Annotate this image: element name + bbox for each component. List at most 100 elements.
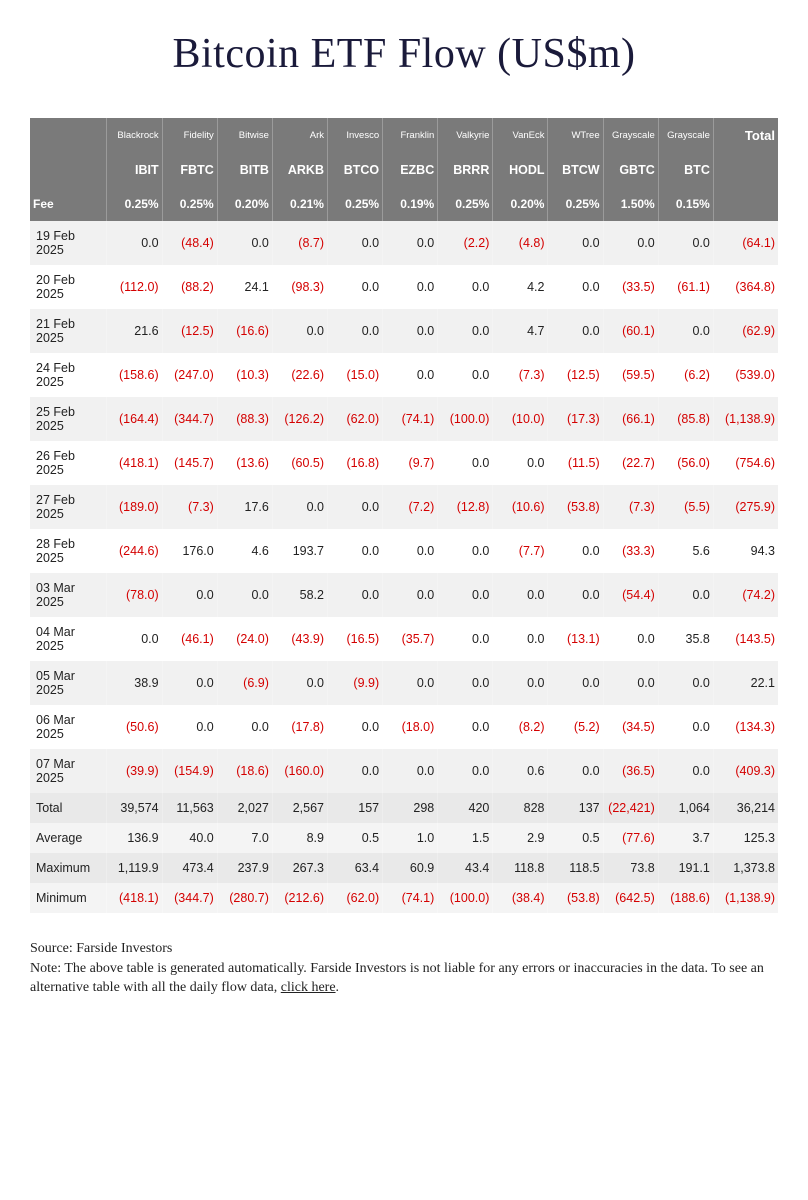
- date-cell: 21 Feb 2025: [30, 309, 107, 353]
- summary-cell: 40.0: [162, 823, 217, 853]
- date-cell: 03 Mar 2025: [30, 573, 107, 617]
- value-cell: (7.3): [603, 485, 658, 529]
- table-row: 06 Mar 2025(50.6)0.00.0(17.8)0.0(18.0)0.…: [30, 705, 778, 749]
- value-cell: 0.0: [438, 529, 493, 573]
- table-row: 27 Feb 2025(189.0)(7.3)17.60.00.0(7.2)(1…: [30, 485, 778, 529]
- value-cell: 0.0: [162, 573, 217, 617]
- value-cell: (10.3): [217, 353, 272, 397]
- value-cell: (17.3): [548, 397, 603, 441]
- table-row: 04 Mar 20250.0(46.1)(24.0)(43.9)(16.5)(3…: [30, 617, 778, 661]
- fee-header: 0.20%: [493, 187, 548, 221]
- summary-cell: (38.4): [493, 883, 548, 913]
- value-cell: 0.0: [438, 705, 493, 749]
- value-cell: (33.5): [603, 265, 658, 309]
- value-cell: 0.0: [383, 529, 438, 573]
- summary-cell: 8.9: [272, 823, 327, 853]
- total-header: Total: [713, 118, 778, 153]
- summary-row: Average136.940.07.08.90.51.01.52.90.5(77…: [30, 823, 778, 853]
- value-cell: 0.0: [438, 353, 493, 397]
- summary-row: Total39,57411,5632,0272,5671572984208281…: [30, 793, 778, 823]
- table-header: BlackrockFidelityBitwiseArkInvescoFrankl…: [30, 118, 778, 221]
- value-cell: (39.9): [107, 749, 162, 793]
- summary-cell: (22,421): [603, 793, 658, 823]
- provider-header: Ark: [272, 118, 327, 153]
- value-cell: (46.1): [162, 617, 217, 661]
- provider-header: Grayscale: [658, 118, 713, 153]
- date-cell: 28 Feb 2025: [30, 529, 107, 573]
- value-cell: (60.1): [603, 309, 658, 353]
- value-cell: 0.0: [548, 529, 603, 573]
- value-cell: 0.0: [383, 661, 438, 705]
- value-cell: 0.0: [327, 265, 382, 309]
- summary-total: 125.3: [713, 823, 778, 853]
- value-cell: 5.6: [658, 529, 713, 573]
- value-cell: (53.8): [548, 485, 603, 529]
- summary-total: (1,138.9): [713, 883, 778, 913]
- fee-header: 0.20%: [217, 187, 272, 221]
- date-cell: 27 Feb 2025: [30, 485, 107, 529]
- footer-link[interactable]: click here: [281, 980, 336, 995]
- summary-row: Maximum1,119.9473.4237.9267.363.460.943.…: [30, 853, 778, 883]
- provider-header: Franklin: [383, 118, 438, 153]
- value-cell: 0.0: [217, 573, 272, 617]
- summary-cell: (188.6): [658, 883, 713, 913]
- summary-cell: 0.5: [327, 823, 382, 853]
- date-cell: 06 Mar 2025: [30, 705, 107, 749]
- summary-cell: 267.3: [272, 853, 327, 883]
- value-cell: 58.2: [272, 573, 327, 617]
- header-blank: [713, 187, 778, 221]
- value-cell: 0.0: [548, 749, 603, 793]
- table-row: 07 Mar 2025(39.9)(154.9)(18.6)(160.0)0.0…: [30, 749, 778, 793]
- total-cell: (1,138.9): [713, 397, 778, 441]
- value-cell: (13.1): [548, 617, 603, 661]
- value-cell: 4.6: [217, 529, 272, 573]
- footer-source: Source: Farside Investors: [30, 939, 778, 959]
- value-cell: (145.7): [162, 441, 217, 485]
- value-cell: 0.0: [493, 617, 548, 661]
- date-cell: 26 Feb 2025: [30, 441, 107, 485]
- date-cell: 19 Feb 2025: [30, 221, 107, 265]
- value-cell: 4.7: [493, 309, 548, 353]
- value-cell: (74.1): [383, 397, 438, 441]
- value-cell: 0.0: [383, 309, 438, 353]
- value-cell: (160.0): [272, 749, 327, 793]
- summary-cell: (53.8): [548, 883, 603, 913]
- value-cell: (16.5): [327, 617, 382, 661]
- value-cell: (5.5): [658, 485, 713, 529]
- value-cell: (16.8): [327, 441, 382, 485]
- value-cell: 0.0: [383, 221, 438, 265]
- value-cell: (158.6): [107, 353, 162, 397]
- ticker-header: BITB: [217, 153, 272, 187]
- provider-header: Valkyrie: [438, 118, 493, 153]
- value-cell: 0.0: [327, 749, 382, 793]
- value-cell: (35.7): [383, 617, 438, 661]
- value-cell: 0.0: [548, 309, 603, 353]
- fee-header: 0.25%: [438, 187, 493, 221]
- value-cell: 0.0: [162, 705, 217, 749]
- value-cell: (8.7): [272, 221, 327, 265]
- summary-cell: 3.7: [658, 823, 713, 853]
- value-cell: (6.9): [217, 661, 272, 705]
- value-cell: 0.0: [603, 617, 658, 661]
- value-cell: 0.0: [327, 221, 382, 265]
- summary-cell: (77.6): [603, 823, 658, 853]
- ticker-header: GBTC: [603, 153, 658, 187]
- date-cell: 04 Mar 2025: [30, 617, 107, 661]
- value-cell: (43.9): [272, 617, 327, 661]
- value-cell: (2.2): [438, 221, 493, 265]
- summary-cell: 1.5: [438, 823, 493, 853]
- value-cell: 24.1: [217, 265, 272, 309]
- value-cell: 0.0: [217, 221, 272, 265]
- value-cell: (18.6): [217, 749, 272, 793]
- value-cell: 0.0: [438, 617, 493, 661]
- ticker-header: BTCO: [327, 153, 382, 187]
- ticker-header: HODL: [493, 153, 548, 187]
- value-cell: (22.6): [272, 353, 327, 397]
- summary-cell: (344.7): [162, 883, 217, 913]
- summary-cell: 0.5: [548, 823, 603, 853]
- table-row: 21 Feb 202521.6(12.5)(16.6)0.00.00.00.04…: [30, 309, 778, 353]
- provider-header: VanEck: [493, 118, 548, 153]
- summary-cell: 237.9: [217, 853, 272, 883]
- value-cell: 0.0: [327, 309, 382, 353]
- fee-row-label: Fee: [30, 187, 107, 221]
